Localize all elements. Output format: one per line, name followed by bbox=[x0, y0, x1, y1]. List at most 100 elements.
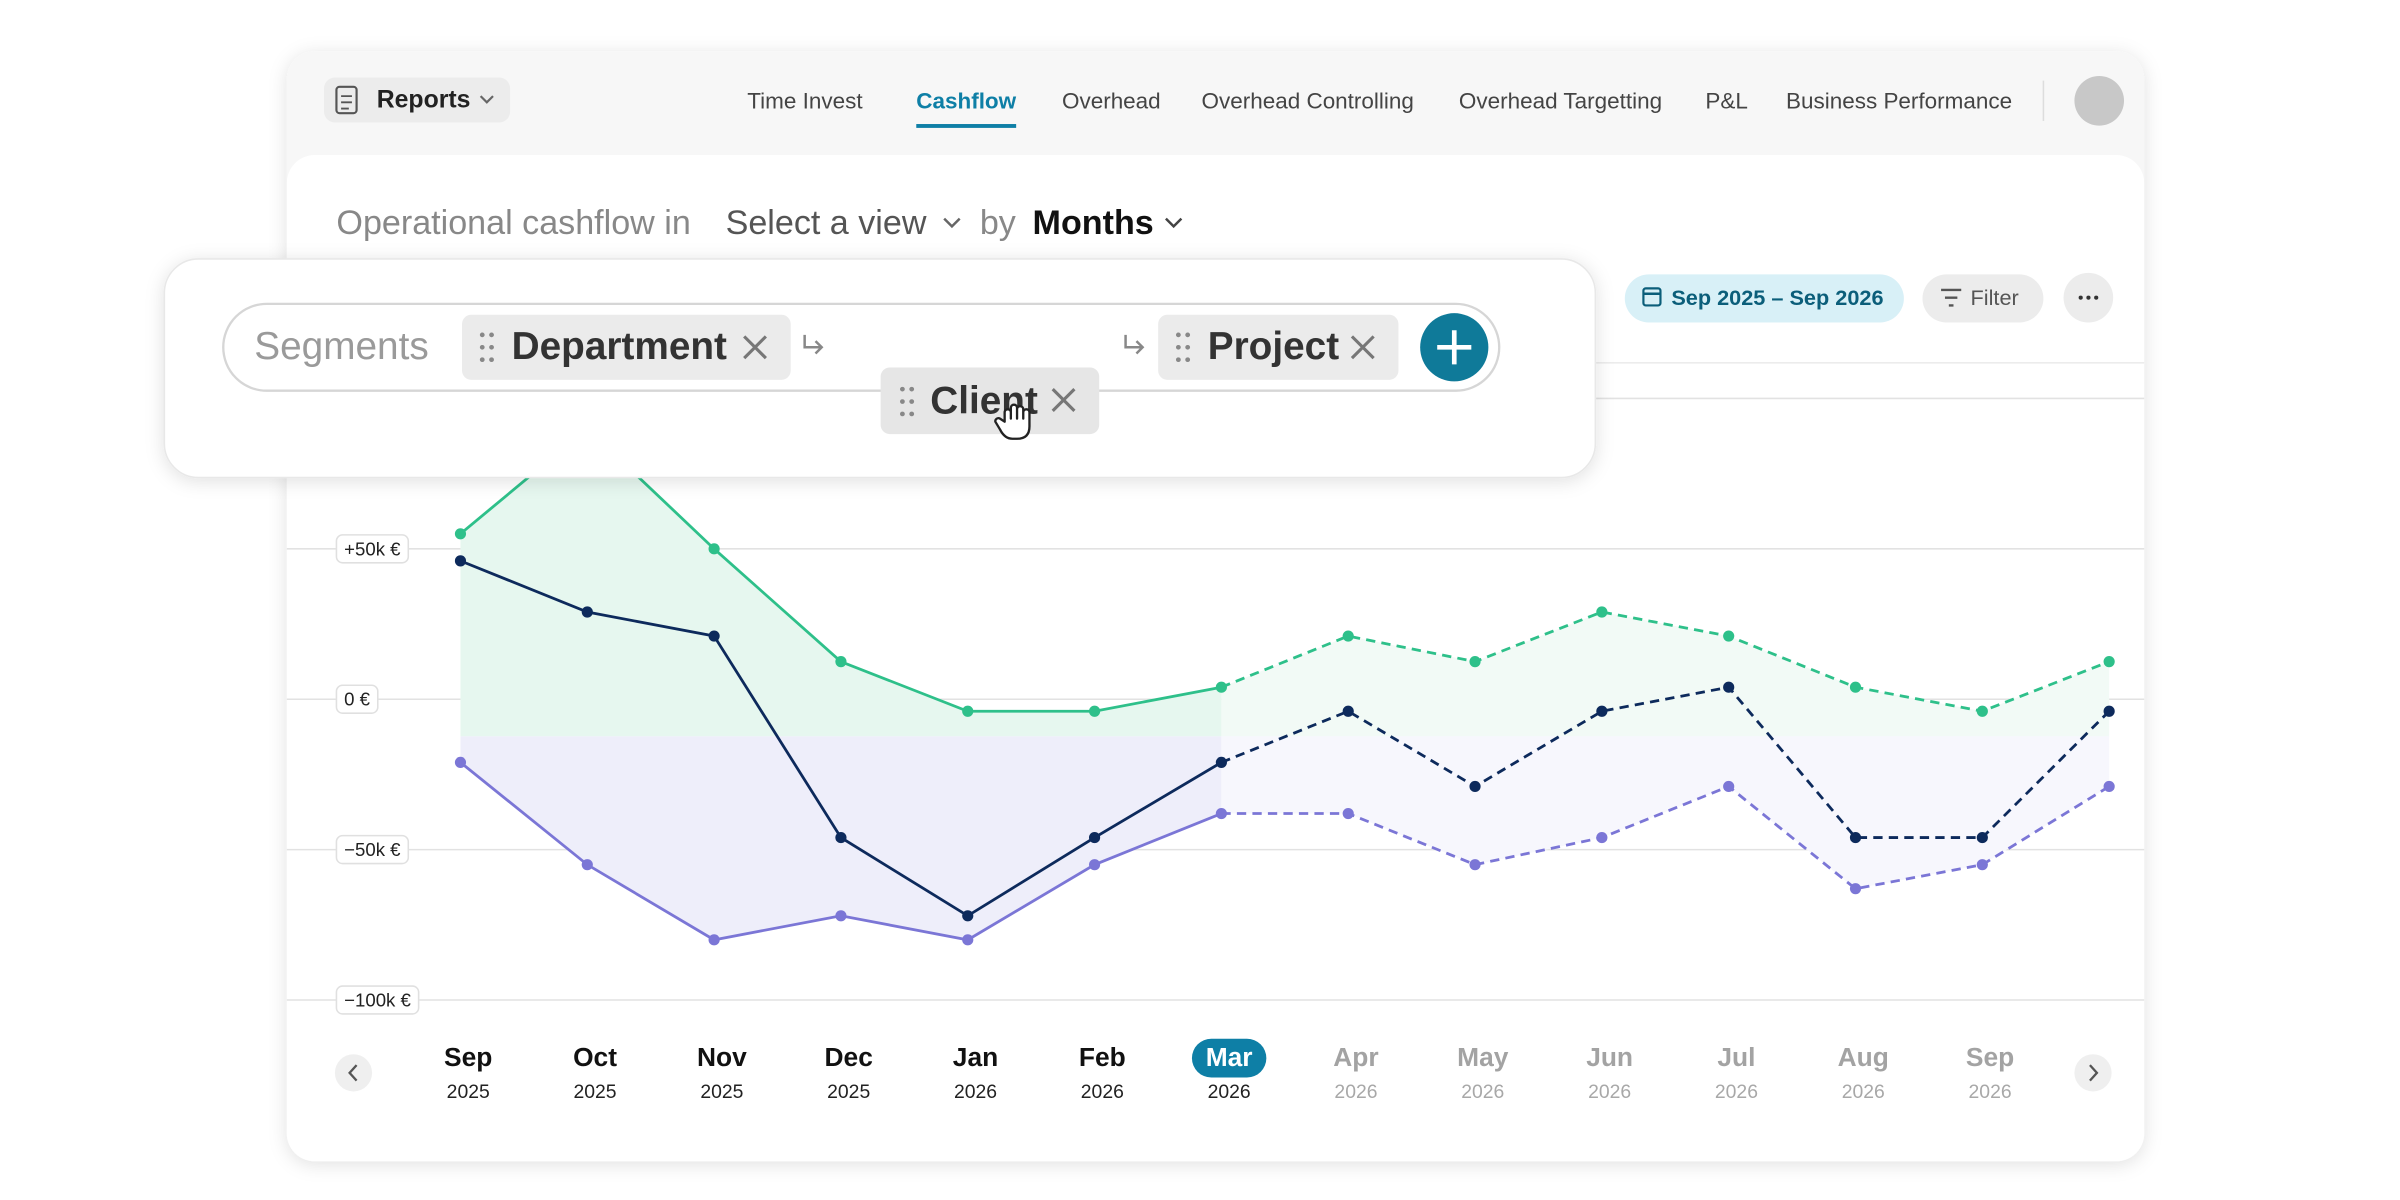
x-tick-label: Feb bbox=[1079, 1042, 1126, 1072]
data-point bbox=[835, 910, 847, 922]
next-button[interactable] bbox=[2074, 1054, 2112, 1092]
nav-tab[interactable]: P&L bbox=[1705, 88, 1747, 113]
remove-icon[interactable] bbox=[1350, 335, 1375, 360]
data-point bbox=[1723, 681, 1735, 693]
segment-chip[interactable] bbox=[462, 314, 791, 380]
data-point bbox=[1215, 681, 1227, 693]
band-area bbox=[1221, 611, 2110, 737]
chevron bbox=[1165, 217, 1183, 229]
data-point bbox=[1215, 807, 1227, 820]
data-point bbox=[1849, 883, 1862, 895]
chart: −100k €−50k €0 €+50k €+100k €Sep2025Oct2… bbox=[286, 383, 2145, 1103]
data-point bbox=[1342, 705, 1354, 717]
segments-label: Segments bbox=[254, 325, 428, 368]
data-point bbox=[1469, 656, 1481, 668]
x-tick-year: 2026 bbox=[1461, 1081, 1504, 1103]
x-tick-label: Apr bbox=[1333, 1042, 1378, 1072]
nav-tab[interactable]: Time Invest bbox=[747, 88, 863, 113]
data-point bbox=[1596, 832, 1608, 844]
nav-tab[interactable]: Business Performance bbox=[1786, 88, 2012, 113]
next-icon bbox=[2089, 1064, 2099, 1082]
tab-underline bbox=[916, 124, 1017, 128]
data-point bbox=[454, 555, 467, 567]
data-point bbox=[1849, 832, 1862, 844]
segment-chip-label: Department bbox=[512, 325, 727, 368]
nav-tab[interactable]: Overhead bbox=[1062, 88, 1161, 113]
x-tick-year: 2026 bbox=[1081, 1081, 1124, 1103]
prev-button[interactable] bbox=[334, 1054, 373, 1092]
x-tick-label: Jul bbox=[1717, 1042, 1755, 1072]
view-select[interactable]: Select a view bbox=[726, 204, 927, 242]
nav-tab[interactable]: Overhead Controlling bbox=[1202, 88, 1414, 113]
date-range: Sep 2025 – Sep 2026 bbox=[1671, 285, 1883, 310]
data-point bbox=[1596, 606, 1608, 618]
data-point bbox=[1976, 859, 1988, 871]
x-tick-label: Jun bbox=[1586, 1042, 1633, 1072]
x-tick-year: 2026 bbox=[954, 1081, 997, 1103]
data-point bbox=[2103, 780, 2115, 793]
data-point bbox=[581, 859, 593, 871]
x-tick-label: Nov bbox=[697, 1042, 747, 1072]
data-point bbox=[1596, 705, 1608, 717]
data-point bbox=[1849, 681, 1862, 693]
filter-pill[interactable] bbox=[1922, 274, 2044, 323]
remove-icon[interactable] bbox=[1051, 388, 1076, 412]
data-point bbox=[835, 656, 847, 668]
band-area bbox=[1221, 736, 2110, 889]
y-tick-label: −50k € bbox=[344, 839, 401, 860]
y-tick-box bbox=[335, 684, 379, 714]
nav-tab[interactable]: Overhead Targetting bbox=[1459, 88, 1662, 113]
data-point bbox=[1469, 859, 1481, 871]
reports-menu[interactable] bbox=[324, 77, 511, 123]
x-tick-label: Dec bbox=[825, 1042, 873, 1072]
y-tick-label: −100k € bbox=[344, 989, 411, 1010]
data-point bbox=[1088, 832, 1101, 844]
arrow-icon bbox=[1124, 334, 1145, 355]
band-area bbox=[460, 428, 1222, 737]
forecast-line bbox=[1220, 610, 2110, 713]
grab-cursor bbox=[994, 403, 1031, 440]
x-tick-year: 2026 bbox=[1208, 1081, 1251, 1103]
dragged-chip[interactable] bbox=[880, 367, 1100, 435]
x-tick-label: Jan bbox=[953, 1042, 998, 1072]
x-tick-year: 2026 bbox=[1715, 1081, 1758, 1103]
x-tick-year: 2026 bbox=[1588, 1081, 1631, 1103]
data-point bbox=[708, 543, 720, 555]
segment-chip[interactable] bbox=[1158, 314, 1399, 380]
data-point bbox=[1215, 756, 1227, 768]
data-point bbox=[1342, 630, 1354, 642]
reports-icon-lines bbox=[341, 95, 352, 110]
y-tick-box bbox=[335, 834, 410, 865]
y-tick-box bbox=[335, 534, 410, 564]
data-point bbox=[835, 832, 847, 844]
x-tick-year: 2025 bbox=[573, 1081, 616, 1103]
tabs: Time Invest Cashflow Overhead Overhead Cont… bbox=[747, 88, 2012, 128]
data-point bbox=[708, 934, 720, 946]
calendar-icon bbox=[1642, 287, 1662, 307]
filter-icon bbox=[1941, 288, 1962, 307]
drag-handle bbox=[900, 386, 915, 417]
data-point bbox=[2103, 656, 2115, 668]
avatar[interactable] bbox=[2074, 75, 2125, 126]
nav-tab[interactable]: Cashflow bbox=[916, 88, 1016, 113]
data-point bbox=[1723, 630, 1735, 642]
chevron bbox=[943, 217, 961, 229]
remove-icon[interactable] bbox=[743, 335, 767, 360]
x-tick-year: 2026 bbox=[1334, 1081, 1377, 1103]
data-point bbox=[1088, 859, 1101, 871]
y-tick-box bbox=[335, 985, 420, 1015]
chevron bbox=[479, 95, 494, 104]
filter-label: Filter bbox=[1971, 285, 2019, 310]
period-select[interactable]: Months bbox=[1033, 204, 1154, 242]
x-tick-label: Mar bbox=[1206, 1042, 1253, 1072]
y-tick-label: +50k € bbox=[344, 538, 401, 559]
date-range-pill[interactable] bbox=[1624, 274, 1904, 323]
data-point bbox=[1342, 807, 1354, 820]
data-point bbox=[1976, 705, 1988, 717]
segment-chip-label: Project bbox=[1208, 325, 1339, 368]
data-point bbox=[2103, 705, 2115, 717]
x-tick-year: 2026 bbox=[1969, 1081, 2012, 1103]
current-month-pill bbox=[1191, 1038, 1267, 1078]
x-tick-year: 2025 bbox=[700, 1081, 743, 1103]
